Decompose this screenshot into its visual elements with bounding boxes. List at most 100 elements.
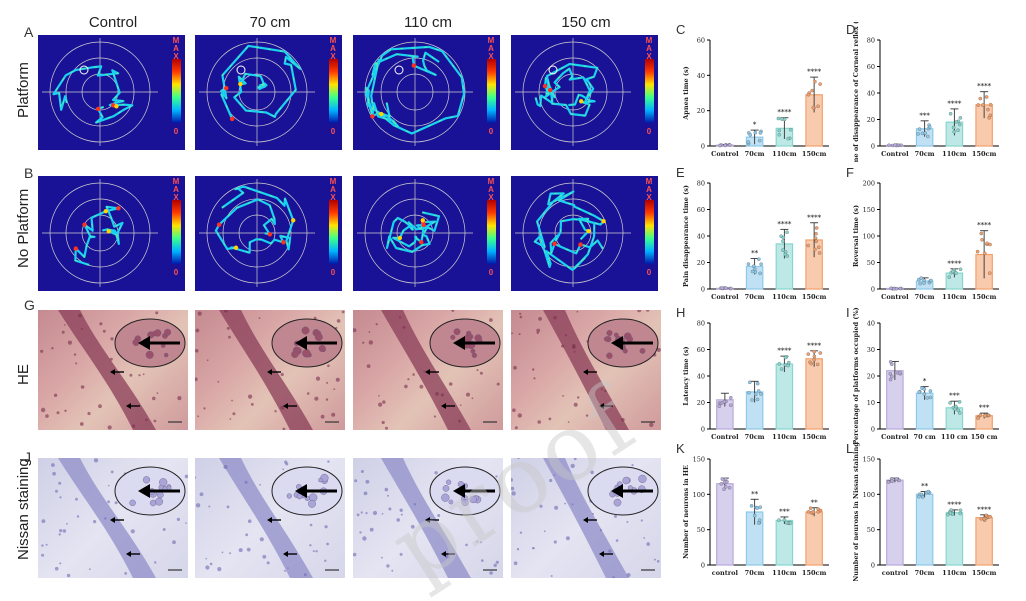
panel-letter-j: J [24,449,31,465]
x-tick-label: 70cm [915,150,935,158]
data-point [919,276,923,280]
significance-label: **** [777,109,792,117]
data-point [958,267,963,272]
data-point [888,377,893,382]
significance-label: **** [977,506,992,514]
y-tick-label: 0 [871,562,875,570]
significance-label: *** [919,112,930,120]
data-point [786,363,790,368]
data-point [777,518,781,522]
data-point [975,249,980,254]
y-tick-label: 40 [697,233,705,241]
data-point [988,102,993,107]
data-point [755,381,760,386]
data-point [888,372,892,376]
y-tick-label: 60 [697,346,705,354]
x-tick-label: 70cm [745,293,765,301]
colorbar-max-label: M A X [172,177,180,202]
significance-label: **** [947,501,962,509]
data-point [956,128,960,132]
data-point [957,400,962,404]
data-point [806,92,811,97]
significance-label: **** [977,83,992,91]
data-point [811,105,816,110]
x-tick-label: Control [881,433,909,441]
data-point [785,230,789,234]
bar-150cm [805,511,823,566]
data-point [813,247,817,252]
data-point [957,122,962,127]
data-point [781,239,785,243]
data-point [922,387,927,391]
data-point [812,349,816,354]
x-tick-label: 150cm [972,293,997,301]
data-point [724,286,728,290]
significance-label: **** [977,222,992,230]
y-axis-label: Percentage of platforms occupied (%) [852,307,860,445]
panel-letter-b: B [24,165,34,181]
data-point [981,103,985,107]
data-point [783,252,788,257]
colorbar-max-label: M A X [329,177,337,202]
y-tick-label: 20 [867,373,875,381]
y-tick-label: 40 [867,90,875,98]
colorbar-min-label: 0 [173,127,179,136]
y-tick-label: 10 [867,399,875,407]
data-point [806,243,810,248]
data-point [958,116,963,120]
data-point [787,360,791,365]
data-point [747,390,751,395]
data-point [897,478,902,483]
x-tick-label: 70cm [745,150,765,158]
y-axis-label: Number of neurons in HE [682,465,690,559]
data-point [893,143,897,147]
y-tick-label: 0 [701,562,705,570]
significance-label: ** [751,250,759,258]
panel-letter-d: D [846,22,855,37]
data-point [816,104,820,109]
he-micrograph-70cm [195,310,345,430]
colorbar [645,200,654,264]
y-axis-label: Apnea time (s) [682,66,690,120]
x-tick-label: control [712,569,739,577]
x-tick-label: Control [711,150,739,158]
data-point [980,238,984,242]
bar-110cm [775,519,794,566]
data-point [890,374,894,379]
x-tick-label: 150cm [972,569,997,577]
significance-label: **** [807,214,822,222]
data-point [987,116,991,120]
data-point [786,136,790,141]
panel-letter-k: K [676,441,685,456]
chart-d: D 0 20 40 60 80 Time of disappearance of Corne… [846,22,999,162]
significance-label: ** [751,490,759,498]
data-point [889,286,893,291]
x-tick-label: Control [881,293,909,301]
x-tick-label: Control [711,293,739,301]
colorbar-max-label: M A X [172,36,180,61]
data-point [812,357,816,362]
x-tick-label: control [882,569,909,577]
y-tick-label: 0 [871,286,875,294]
data-point [952,129,956,134]
row-label-no-platform: No Platform [15,188,32,268]
data-point [917,390,921,394]
data-point [758,131,763,135]
colorbar [645,59,654,123]
data-point [810,88,814,93]
data-point [757,518,762,522]
data-point [929,278,933,283]
data-point [894,286,899,291]
y-tick-label: 60 [697,206,705,214]
y-tick-label: 20 [697,107,705,115]
data-point [954,404,958,409]
significance-label: **** [777,347,792,355]
data-point [947,275,952,279]
he-micrograph-control [38,310,188,430]
data-point [890,479,894,483]
bar-150cm [805,358,823,430]
data-point [988,242,992,247]
row-label-he: HE [15,364,32,385]
data-point [815,362,820,367]
data-point [783,355,788,360]
